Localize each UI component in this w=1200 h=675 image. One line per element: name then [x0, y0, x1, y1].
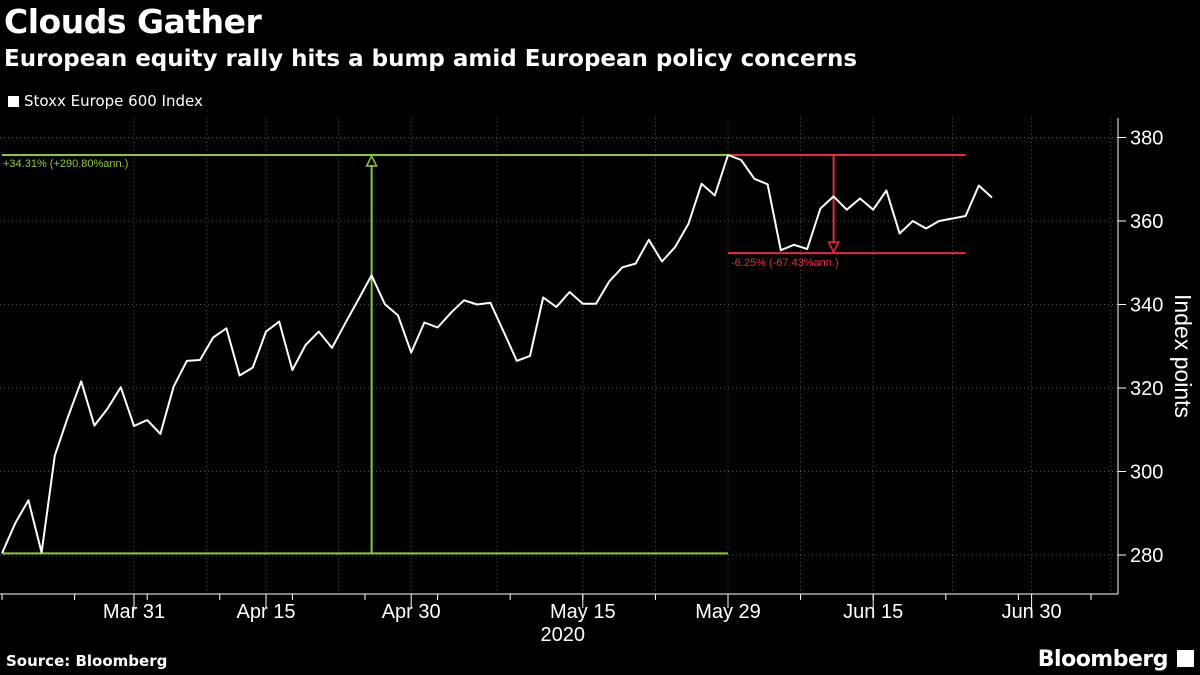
series-line-stoxx-600 — [1, 154, 993, 554]
y-tick-label: 300 — [1130, 462, 1163, 484]
fall-annotation-label: -6.25% (-67.43%ann.) — [731, 257, 839, 269]
x-tick-label: Apr 15 — [237, 601, 296, 623]
x-tick-label: May 15 — [550, 601, 616, 623]
legend: Stoxx Europe 600 Index — [8, 92, 203, 110]
x-tick-label: May 29 — [695, 601, 761, 623]
rise-annotation-label: +34.31% (+290.80%ann.) — [3, 158, 128, 170]
x-axis-year-label: 2020 — [541, 624, 586, 646]
brand-mark-icon — [1177, 650, 1194, 667]
x-tick-label: Apr 30 — [382, 601, 441, 623]
y-tick-label: 320 — [1130, 378, 1163, 400]
legend-label: Stoxx Europe 600 Index — [24, 92, 203, 110]
legend-swatch — [8, 95, 19, 107]
x-tick-label: Jun 30 — [1002, 601, 1062, 623]
rise-arrow-head — [365, 154, 378, 167]
y-axis-title: Index points — [1170, 294, 1196, 418]
chart-title: Clouds Gather — [4, 2, 262, 41]
y-tick-label: 360 — [1130, 211, 1163, 233]
y-tick-label: 280 — [1130, 545, 1163, 567]
x-tick-label: Jun 15 — [843, 601, 903, 623]
brand-logo: Bloomberg — [1037, 647, 1169, 672]
y-tick-label: 380 — [1130, 128, 1163, 150]
fall-arrow-head — [827, 241, 840, 254]
chart-subtitle: European equity rally hits a bump amid E… — [4, 46, 858, 72]
source-note: Source: Bloomberg — [6, 652, 168, 670]
y-tick-label: 340 — [1130, 295, 1163, 317]
x-tick-label: Mar 31 — [103, 601, 165, 623]
